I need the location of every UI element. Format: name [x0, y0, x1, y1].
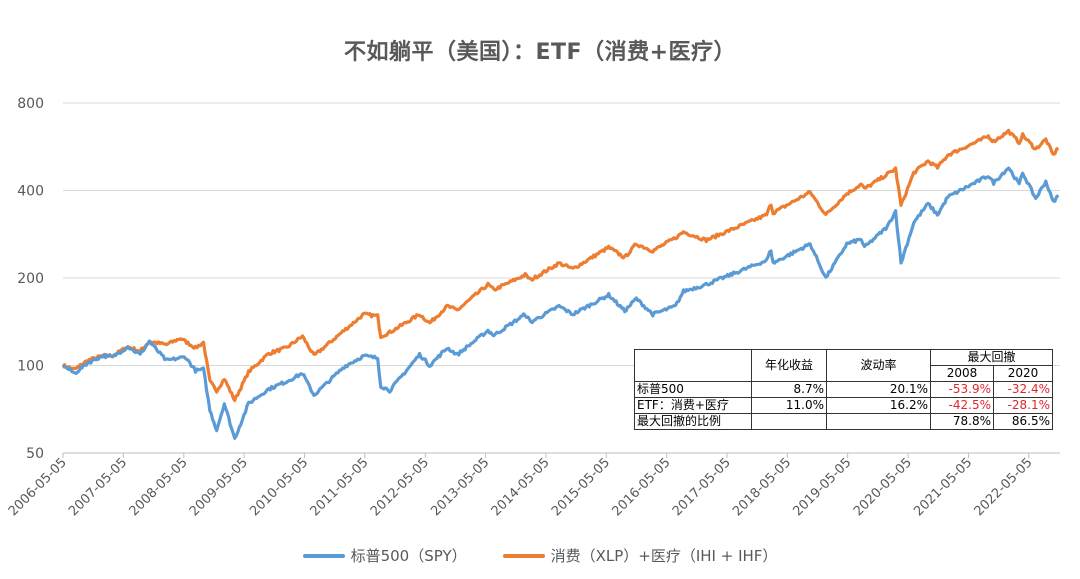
x-tick-label: 2022-05-05 — [972, 455, 1036, 519]
legend-label-etf: 消费（XLP）+医疗（IHI + IHF） — [550, 547, 778, 565]
x-tick-label: 2010-05-05 — [247, 455, 311, 519]
row-label: 最大回撤的比例 — [634, 413, 752, 430]
y-tick-label: 800 — [17, 96, 44, 112]
legend-swatch-spy — [302, 553, 345, 558]
x-tick-label: 2020-05-05 — [851, 455, 915, 519]
header-volatility: 波动率 — [826, 349, 931, 382]
table-corner — [634, 349, 752, 382]
legend-swatch-etf — [502, 553, 545, 558]
x-tick-label: 2012-05-05 — [368, 455, 432, 519]
x-tick-label: 2008-05-05 — [127, 455, 191, 519]
row-label: ETF：消费+医疗 — [634, 397, 752, 414]
x-tick-label: 2018-05-05 — [730, 455, 794, 519]
cell-annual — [751, 413, 827, 430]
x-tick-label: 2006-05-05 — [6, 455, 70, 519]
y-tick-label: 100 — [17, 359, 44, 375]
x-tick-label: 2017-05-05 — [670, 455, 734, 519]
x-tick-label: 2009-05-05 — [187, 455, 251, 519]
x-tick-label: 2007-05-05 — [66, 455, 130, 519]
legend-label-spy: 标普500（SPY） — [350, 547, 467, 565]
chart-title: 不如躺平（美国）：ETF（消费+医疗） — [344, 40, 736, 65]
table-row: 最大回撤的比例 78.8% 86.5% — [634, 413, 1053, 430]
gridlines — [63, 102, 1060, 454]
cell-vol: 16.2% — [826, 397, 931, 414]
cell-annual: 11.0% — [751, 397, 827, 414]
cell-annual: 8.7% — [751, 381, 827, 398]
cell-dd2008: 78.8% — [930, 413, 994, 430]
header-max-drawdown: 最大回撤 — [930, 349, 1053, 366]
cell-dd2008: -53.9% — [930, 381, 994, 398]
x-tick-label: 2019-05-05 — [790, 455, 854, 519]
row-label: 标普500 — [634, 381, 752, 398]
cell-dd2020: -28.1% — [993, 397, 1053, 414]
header-2008: 2008 — [930, 365, 994, 382]
x-tick-label: 2015-05-05 — [549, 455, 613, 519]
series-lines — [61, 128, 1060, 440]
y-tick-label: 400 — [17, 184, 44, 200]
x-tick-label: 2013-05-05 — [428, 455, 492, 519]
series-line-spy — [62, 166, 1060, 440]
legend: 标普500（SPY） 消费（XLP）+医疗（IHI + IHF） — [0, 545, 1080, 566]
y-axis-ticks: 50 100 200 400 800 — [17, 96, 44, 462]
series-line-etf — [61, 128, 1060, 403]
table-row: ETF：消费+医疗 11.0% 16.2% -42.5% -28.1% — [634, 397, 1053, 414]
cell-dd2020: -32.4% — [993, 381, 1053, 398]
cell-vol: 20.1% — [826, 381, 931, 398]
x-tick-label: 2011-05-05 — [308, 455, 372, 519]
legend-item-etf: 消费（XLP）+医疗（IHI + IHF） — [502, 545, 778, 566]
stats-table: 年化收益 波动率 最大回撤 2008 2020 标普500 8.7% 20.1%… — [634, 349, 1053, 430]
cell-dd2008: -42.5% — [930, 397, 994, 414]
cell-dd2020: 86.5% — [993, 413, 1053, 430]
y-tick-label: 50 — [26, 446, 44, 462]
header-2020: 2020 — [993, 365, 1053, 382]
x-tick-label: 2016-05-05 — [609, 455, 673, 519]
legend-item-spy: 标普500（SPY） — [302, 545, 467, 566]
x-tick-label: 2021-05-05 — [911, 455, 975, 519]
y-tick-label: 200 — [17, 271, 44, 287]
cell-vol — [826, 413, 931, 430]
header-annual-return: 年化收益 — [751, 349, 827, 382]
x-axis-ticks: 2006-05-052007-05-052008-05-052009-05-05… — [6, 453, 1036, 519]
table-row: 标普500 8.7% 20.1% -53.9% -32.4% — [634, 381, 1053, 398]
x-tick-label: 2014-05-05 — [489, 455, 553, 519]
